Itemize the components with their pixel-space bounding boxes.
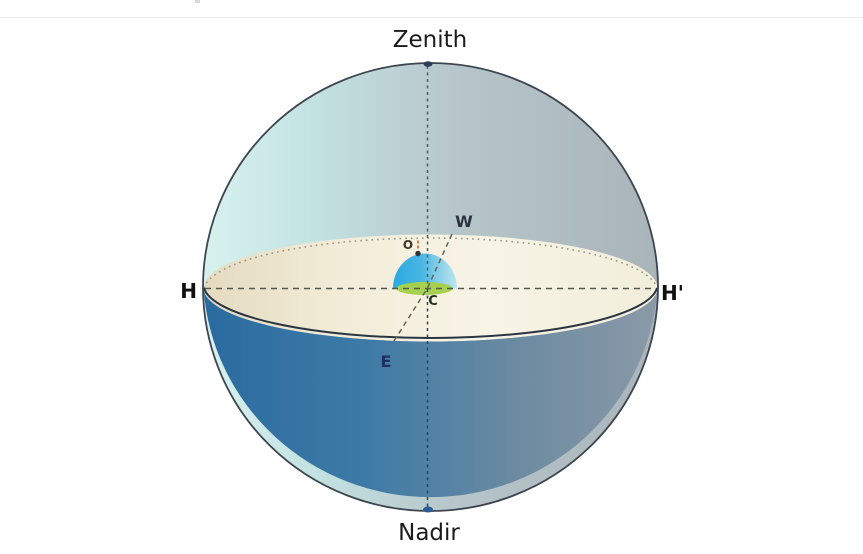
zenith-label: Zenith — [393, 27, 467, 53]
top-divider-line — [0, 17, 863, 18]
east-point-label: E — [381, 352, 392, 371]
west-point-label: W — [455, 212, 473, 231]
east-west-line — [393, 233, 453, 342]
zenith-point — [423, 61, 433, 67]
observer-point — [415, 250, 421, 257]
sphere-lower-hemisphere — [203, 288, 658, 498]
observer-ground — [396, 282, 453, 295]
observer-sky-dome — [393, 253, 457, 289]
nadir-label: Nadir — [398, 520, 460, 546]
nadir-point — [423, 506, 433, 513]
observer-label: O — [403, 238, 413, 252]
horizon-right-label: H' — [661, 281, 684, 305]
horizon-disk-back-rim-dotted — [203, 237, 658, 289]
top-edge-artifact — [195, 0, 200, 3]
center-label: C — [428, 294, 438, 309]
horizon-disk-front-rim — [203, 287, 658, 339]
horizon-left-label: H — [180, 279, 197, 303]
